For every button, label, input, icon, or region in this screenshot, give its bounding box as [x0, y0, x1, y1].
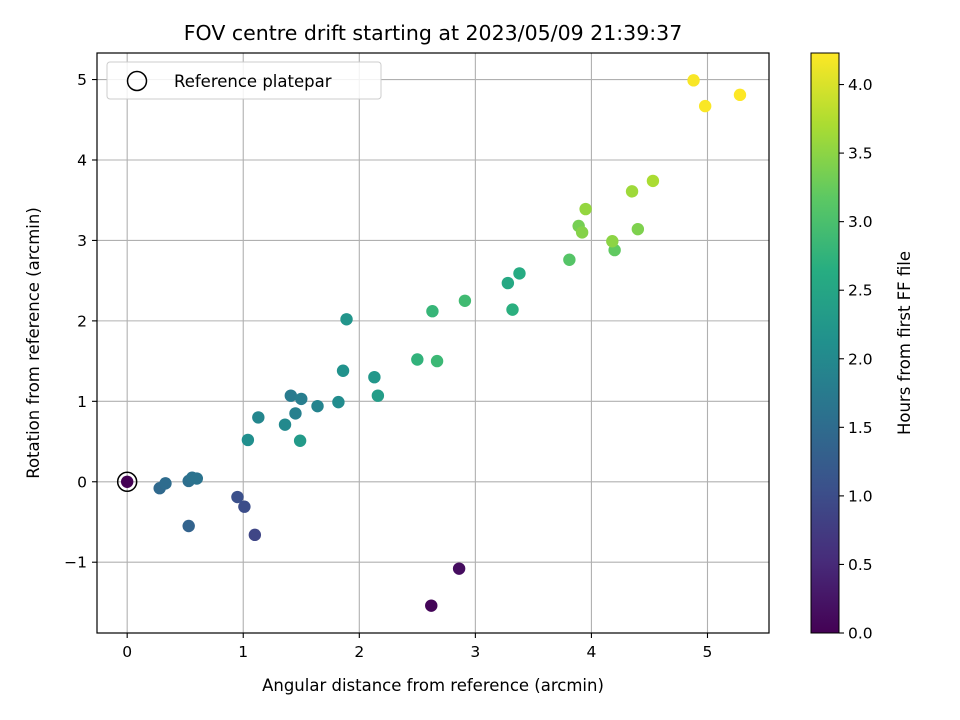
y-tick-label: 4 — [77, 151, 87, 169]
colorbar-tick-label: 2.5 — [848, 282, 873, 300]
colorbar-tick-label: 4.0 — [848, 76, 873, 94]
data-point — [426, 305, 439, 318]
data-point — [248, 528, 262, 542]
data-point — [625, 185, 639, 198]
legend-box — [106, 61, 382, 100]
data-point — [579, 202, 592, 216]
y-tick-label: 0 — [77, 473, 87, 491]
data-point — [284, 389, 298, 402]
data-point — [513, 267, 526, 280]
data-point — [252, 411, 265, 424]
grid-lines — [97, 53, 769, 633]
data-point — [336, 364, 350, 377]
data-point — [698, 99, 712, 113]
reference-marker-layer — [116, 471, 138, 493]
data-point — [563, 253, 576, 266]
data-point — [430, 354, 444, 368]
data-point — [575, 226, 589, 239]
data-point — [238, 500, 251, 513]
data-point — [340, 313, 353, 326]
colorbar-tick-label: 1.0 — [848, 487, 873, 505]
y-tick-label: 3 — [77, 232, 87, 250]
data-point — [311, 399, 324, 413]
data-point — [371, 389, 385, 402]
data-point — [646, 174, 660, 188]
data-point — [411, 353, 424, 366]
data-point — [733, 88, 747, 102]
data-point — [425, 599, 438, 612]
data-point — [182, 519, 195, 533]
x-tick-label: 5 — [703, 643, 713, 661]
x-axis-ticks: 0 1 2 3 4 5 — [122, 633, 712, 661]
colorbar-gradient — [810, 52, 840, 634]
legend: Reference platepar — [106, 61, 382, 100]
colorbar-tick-label: 0.5 — [848, 556, 873, 574]
data-point — [295, 392, 308, 406]
colorbar-tick-label: 0.0 — [848, 625, 873, 643]
colorbar-tick-label: 1.5 — [848, 419, 873, 437]
colorbar-label: Hours from first FF file — [895, 251, 914, 435]
data-point — [278, 418, 292, 431]
x-tick-label: 0 — [122, 643, 132, 661]
y-tick-label: 5 — [77, 71, 87, 89]
colorbar: 0.0 0.5 1.0 1.5 2.0 2.5 3.0 3.5 4.0 Hours from f… — [810, 52, 914, 643]
data-point — [506, 303, 519, 316]
legend-marker-open-circle — [126, 70, 148, 92]
plot-frame — [96, 52, 770, 634]
data-point — [368, 370, 381, 384]
y-tick-label: 2 — [77, 312, 87, 330]
colorbar-tick-label: 2.0 — [848, 350, 873, 368]
x-axis-label: Angular distance from reference (arcmin) — [262, 676, 604, 695]
data-point — [458, 294, 472, 307]
data-point — [293, 434, 307, 447]
data-point — [631, 222, 645, 236]
reference-platepar-marker — [116, 471, 138, 493]
y-axis-ticks: −1 0 1 2 3 4 5 — [64, 71, 97, 572]
x-tick-label: 4 — [586, 643, 596, 661]
data-point — [289, 407, 302, 420]
data-point — [606, 235, 619, 248]
colorbar-tick-label: 3.5 — [848, 145, 873, 163]
chart-title: FOV centre drift starting at 2023/05/09 … — [184, 21, 683, 45]
colorbar-tick-label: 3.0 — [848, 213, 873, 231]
y-tick-label: 1 — [77, 393, 87, 411]
data-point — [241, 433, 255, 447]
x-tick-label: 3 — [470, 643, 480, 661]
data-point — [332, 395, 345, 409]
colorbar-ticks: 0.0 0.5 1.0 1.5 2.0 2.5 3.0 3.5 4.0 — [839, 76, 873, 643]
data-point — [687, 74, 700, 87]
data-point — [159, 477, 172, 490]
data-point — [452, 562, 466, 575]
data-point — [501, 276, 515, 290]
legend-label-reference: Reference platepar — [174, 72, 332, 91]
x-tick-label: 2 — [354, 643, 364, 661]
data-point — [120, 475, 134, 488]
y-axis-label: Rotation from reference (arcmin) — [24, 207, 43, 479]
data-points — [120, 74, 747, 612]
x-tick-label: 1 — [238, 643, 248, 661]
data-point — [190, 472, 204, 485]
y-tick-label: −1 — [64, 554, 87, 572]
data-point — [231, 490, 244, 504]
